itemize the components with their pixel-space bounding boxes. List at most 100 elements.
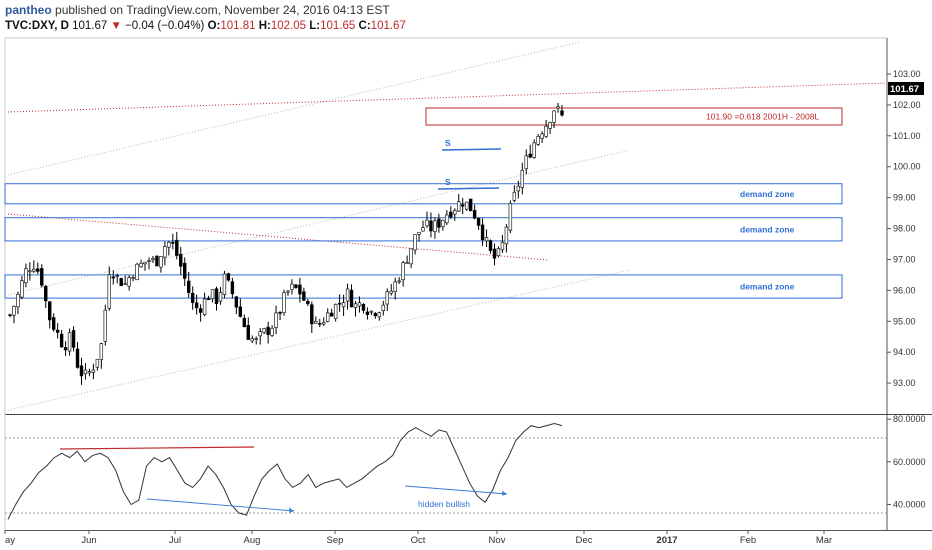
demand-zone-3[interactable]: [4, 274, 843, 299]
candle-body[interactable]: [16, 294, 20, 308]
candle-body[interactable]: [508, 203, 513, 231]
rsi-divergence-line[interactable]: [59, 446, 255, 450]
candle-body[interactable]: [548, 122, 552, 129]
author-link[interactable]: pantheo: [5, 3, 52, 17]
candle-body[interactable]: [79, 365, 84, 377]
candle-body[interactable]: [28, 270, 32, 273]
candle-body[interactable]: [234, 296, 239, 308]
candle-body[interactable]: [437, 218, 441, 228]
candle-body[interactable]: [445, 214, 449, 224]
candle-body[interactable]: [345, 288, 350, 302]
candle-body[interactable]: [107, 274, 111, 309]
price-axis[interactable]: 103.00 102.00 101.00 100.00 99.00 98.00 97.00 9…: [887, 69, 921, 388]
candle-body[interactable]: [226, 273, 231, 281]
demand-zone-2[interactable]: [4, 217, 843, 242]
candle-body[interactable]: [115, 275, 119, 277]
candle-body[interactable]: [242, 317, 247, 328]
candle-body[interactable]: [421, 227, 425, 232]
candle-body[interactable]: [540, 133, 544, 139]
candle-body[interactable]: [139, 263, 143, 268]
candle-body[interactable]: [476, 218, 481, 226]
candle-body[interactable]: [302, 291, 306, 301]
candle-body[interactable]: [433, 220, 437, 232]
candle-body[interactable]: [71, 330, 76, 348]
candle-body[interactable]: [218, 292, 223, 302]
candle-body[interactable]: [99, 343, 104, 360]
candle-body[interactable]: [417, 231, 421, 235]
candle-body[interactable]: [238, 306, 243, 317]
candle-body[interactable]: [544, 126, 548, 137]
candle-body[interactable]: [329, 312, 334, 317]
time-axis[interactable]: ay Jun Jul Aug Sep Oct Nov Dec 2017 Feb Mar: [4, 530, 832, 546]
candle-body[interactable]: [429, 220, 433, 232]
candle-body[interactable]: [337, 302, 342, 305]
candle-body[interactable]: [20, 280, 24, 298]
candle-body[interactable]: [8, 314, 12, 317]
candle-body[interactable]: [357, 302, 362, 307]
candle-body[interactable]: [361, 303, 366, 311]
candle-body[interactable]: [524, 155, 528, 170]
candle-body[interactable]: [24, 268, 28, 284]
candle-body[interactable]: [258, 331, 262, 337]
rsi-line[interactable]: [7, 422, 563, 520]
candle-body[interactable]: [270, 327, 274, 336]
candle-body[interactable]: [286, 290, 290, 293]
candle-body[interactable]: [83, 369, 88, 374]
candle-body[interactable]: [206, 298, 211, 301]
candle-body[interactable]: [131, 277, 135, 279]
candle-body[interactable]: [190, 293, 195, 303]
candle-body[interactable]: [496, 248, 501, 257]
candle-body[interactable]: [135, 263, 139, 281]
candle-body[interactable]: [67, 332, 72, 352]
candle-body[interactable]: [369, 310, 374, 313]
candle-body[interactable]: [254, 338, 258, 340]
candle-body[interactable]: [500, 242, 505, 251]
candle-body[interactable]: [87, 371, 92, 374]
candle-body[interactable]: [44, 286, 48, 302]
candle-body[interactable]: [318, 323, 322, 325]
candle-body[interactable]: [36, 268, 40, 272]
candle-body[interactable]: [32, 268, 36, 272]
candle-body[interactable]: [449, 211, 453, 218]
candle-body[interactable]: [453, 210, 457, 215]
candle-body[interactable]: [278, 312, 282, 314]
candle-body[interactable]: [51, 317, 56, 330]
candle-body[interactable]: [262, 328, 266, 333]
declining-trend-line[interactable]: [7, 213, 549, 261]
candle-body[interactable]: [40, 268, 44, 286]
candle-body[interactable]: [322, 322, 326, 325]
candle-body[interactable]: [333, 304, 338, 320]
rsi-bull-arrow-1[interactable]: [146, 498, 295, 512]
candle-body[interactable]: [63, 347, 68, 351]
candle-body[interactable]: [123, 283, 127, 285]
candle-body[interactable]: [488, 240, 493, 251]
candle-body[interactable]: [282, 292, 286, 314]
candle-body[interactable]: [151, 258, 155, 260]
candle-body[interactable]: [468, 198, 473, 212]
candle-body[interactable]: [306, 300, 310, 305]
fib-trend-line[interactable]: [7, 82, 888, 113]
candle-body[interactable]: [171, 241, 175, 244]
candle-body[interactable]: [155, 255, 159, 267]
candle-body[interactable]: [373, 313, 378, 317]
candle-body[interactable]: [389, 290, 393, 294]
candle-body[interactable]: [194, 302, 199, 309]
upper-channel-line[interactable]: [7, 41, 581, 176]
candle-body[interactable]: [290, 283, 294, 290]
candle-body[interactable]: [560, 110, 564, 116]
candle-body[interactable]: [484, 237, 489, 242]
candle-body[interactable]: [266, 326, 270, 335]
candle-body[interactable]: [381, 304, 385, 312]
candle-body[interactable]: [512, 191, 517, 201]
symbol-label[interactable]: TVC:DXY, D: [5, 20, 69, 32]
candle-body[interactable]: [349, 289, 354, 308]
candle-body[interactable]: [492, 248, 497, 259]
s-level-line-1[interactable]: [441, 148, 502, 151]
candle-body[interactable]: [298, 284, 302, 295]
candle-body[interactable]: [111, 276, 115, 279]
candle-body[interactable]: [167, 241, 171, 248]
candle-body[interactable]: [377, 312, 382, 318]
candle-body[interactable]: [119, 278, 123, 287]
candle-body[interactable]: [214, 288, 219, 304]
